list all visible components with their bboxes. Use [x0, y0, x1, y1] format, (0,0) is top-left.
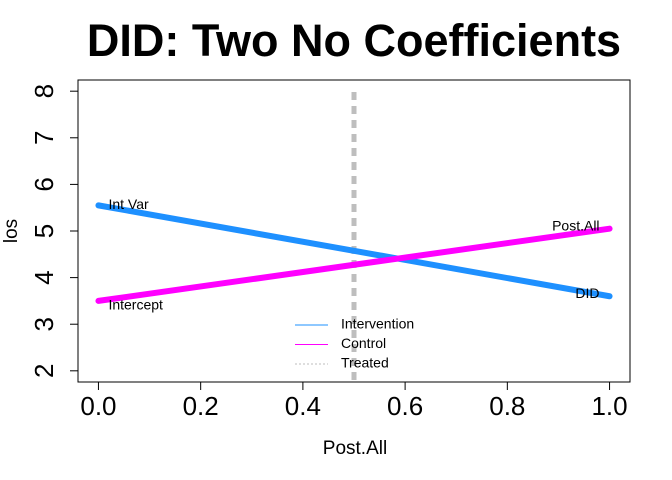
y-tick-label: 6 — [29, 177, 59, 191]
annotation: Intercept — [108, 297, 163, 313]
y-tick-label: 2 — [29, 364, 59, 378]
x-tick-label: 0.0 — [80, 391, 116, 421]
y-tick-label: 8 — [29, 84, 59, 98]
x-axis-label: Post.All — [323, 438, 387, 459]
y-tick-label: 4 — [29, 270, 59, 284]
x-tick-label: 0.8 — [489, 391, 525, 421]
chart-title: DID: Two No Coefficients — [87, 15, 621, 66]
y-tick-label: 7 — [29, 131, 59, 145]
annotation: Post.All — [552, 217, 599, 233]
x-tick-label: 1.0 — [591, 391, 627, 421]
legend-label: Intervention — [341, 316, 414, 332]
x-tick-label: 0.4 — [285, 391, 321, 421]
legend-label: Control — [341, 335, 386, 351]
legend-label: Treated — [341, 355, 389, 371]
series-line — [95, 202, 613, 300]
annotation: DID — [575, 285, 599, 301]
series-line — [95, 225, 613, 304]
y-tick-label: 3 — [29, 317, 59, 331]
y-tick-label: 5 — [29, 224, 59, 238]
x-tick-label: 0.2 — [183, 391, 219, 421]
annotation: Int Var — [108, 196, 149, 212]
x-tick-label: 0.6 — [387, 391, 423, 421]
y-axis-label: los — [1, 219, 22, 243]
